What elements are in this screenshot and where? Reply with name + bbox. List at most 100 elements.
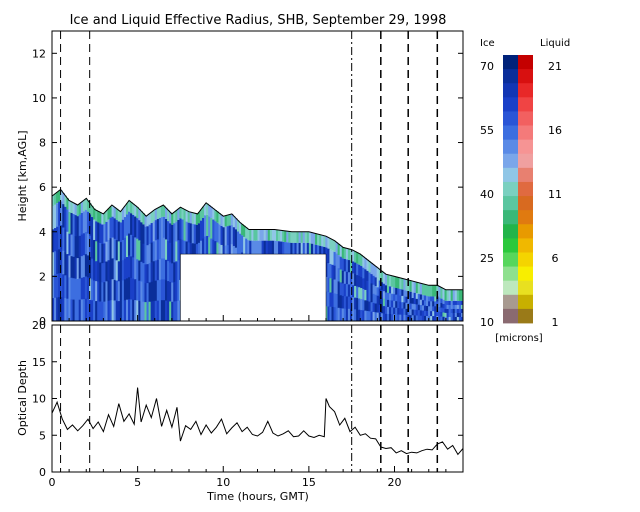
cloud-cell bbox=[366, 290, 369, 302]
cloud-cell bbox=[86, 277, 90, 300]
cloud-cell bbox=[423, 310, 427, 317]
cloud-cell bbox=[103, 243, 106, 264]
cloud-cell bbox=[136, 300, 139, 322]
cloud-cell bbox=[456, 316, 460, 322]
cloud-cell bbox=[407, 297, 411, 304]
cloud-cell bbox=[358, 264, 361, 277]
cloud-cell bbox=[212, 208, 215, 220]
cloud-cell bbox=[142, 282, 145, 303]
cloud-cell bbox=[165, 239, 168, 261]
cloud-cell bbox=[278, 241, 281, 258]
cloud-cell bbox=[409, 280, 413, 292]
cloud-cell bbox=[97, 281, 100, 302]
cloud-cell bbox=[169, 242, 172, 263]
cloud-cell bbox=[280, 230, 283, 242]
cloud-cell bbox=[255, 229, 258, 241]
cloud-cell bbox=[415, 315, 419, 322]
colorbar-ice-swatch bbox=[503, 125, 518, 141]
cloud-cell bbox=[109, 279, 113, 301]
cloud-cell bbox=[167, 261, 170, 282]
cloud-cell bbox=[286, 231, 289, 243]
cloud-cell bbox=[128, 255, 131, 278]
cloud-cell bbox=[236, 220, 240, 232]
cloud-cell bbox=[391, 293, 394, 302]
cloud-cell bbox=[347, 272, 351, 285]
cloud-cell bbox=[130, 234, 133, 257]
cloud-cell bbox=[107, 300, 111, 322]
colorbar-ice-swatch bbox=[503, 294, 518, 310]
cloud-cell bbox=[123, 205, 127, 218]
cloud-cell bbox=[370, 302, 374, 313]
cloud-cell bbox=[86, 211, 90, 235]
cloud-cell bbox=[423, 315, 427, 322]
cloud-cell bbox=[391, 307, 394, 315]
cloud-cell bbox=[236, 231, 240, 250]
cloud-cell bbox=[171, 224, 174, 245]
cloud-cell bbox=[97, 301, 100, 322]
x-tick-label: 15 bbox=[302, 476, 316, 489]
cloud-cell bbox=[128, 211, 131, 235]
cloud-cell bbox=[91, 205, 94, 218]
cloud-cell bbox=[368, 301, 372, 312]
cloud-cell bbox=[128, 200, 131, 212]
cloud-cell bbox=[68, 299, 71, 322]
cloud-cell bbox=[76, 216, 80, 238]
cloud-cell bbox=[177, 208, 180, 220]
cloud-cell bbox=[360, 299, 363, 311]
cloud-cell bbox=[389, 307, 392, 315]
cloud-cell bbox=[327, 292, 330, 308]
cloud-cell bbox=[146, 302, 150, 322]
cloud-cell bbox=[263, 229, 267, 241]
cloud-cell bbox=[432, 285, 435, 297]
cloud-cell bbox=[333, 279, 337, 294]
cloud-cell bbox=[111, 279, 115, 301]
cloud-cell bbox=[173, 281, 176, 302]
cloud-cell bbox=[117, 281, 121, 302]
colorbar-liquid-swatch bbox=[518, 111, 533, 126]
cloud-cell bbox=[74, 278, 78, 301]
colorbar-liquid-label: Liquid bbox=[540, 38, 570, 49]
cloud-cell bbox=[292, 231, 295, 243]
cloud-cell bbox=[132, 203, 135, 215]
cloud-cell bbox=[423, 300, 427, 307]
cloud-cell bbox=[187, 222, 191, 243]
bottom-panel-frame bbox=[51, 324, 464, 473]
cloud-cell bbox=[454, 312, 458, 318]
cloud-cell bbox=[444, 300, 448, 306]
colorbar-liquid-swatch bbox=[518, 69, 533, 84]
cloud-cell bbox=[436, 311, 439, 317]
cloud-cell bbox=[140, 261, 143, 283]
cloud-cell bbox=[197, 223, 201, 244]
cloud-cell bbox=[393, 307, 396, 315]
cloud-cell bbox=[130, 299, 133, 322]
cloud-cell bbox=[434, 285, 437, 297]
cloud-cell bbox=[148, 243, 152, 264]
cloud-cell bbox=[354, 262, 357, 275]
cloud-cell bbox=[345, 271, 349, 285]
cloud-cell bbox=[103, 282, 106, 303]
colorbar-ice-swatch bbox=[503, 153, 518, 169]
cloud-cell bbox=[419, 305, 423, 311]
cloud-cell bbox=[354, 297, 357, 310]
cloud-cell bbox=[105, 210, 108, 222]
cloud-cell bbox=[454, 289, 458, 301]
cloud-cell bbox=[417, 299, 421, 306]
cloud-cell bbox=[456, 304, 460, 310]
cloud-cell bbox=[101, 301, 104, 322]
cloud-cell bbox=[341, 295, 345, 309]
cloud-cell bbox=[415, 298, 419, 305]
cloud-cell bbox=[368, 291, 372, 303]
cloud-cell bbox=[173, 212, 176, 224]
cloud-cell bbox=[86, 200, 90, 212]
cloud-cell bbox=[181, 219, 185, 241]
cloud-cell bbox=[152, 281, 156, 302]
cloud-cell bbox=[378, 288, 382, 298]
cloud-cell bbox=[212, 239, 215, 261]
y-tick-label: 4 bbox=[39, 226, 46, 239]
cloud-cell bbox=[456, 308, 460, 314]
cloud-cell bbox=[93, 300, 96, 322]
cloud-cell bbox=[247, 240, 250, 257]
cloud-cell bbox=[148, 263, 152, 283]
cloud-cell bbox=[389, 286, 392, 294]
cloud-cell bbox=[64, 229, 67, 253]
